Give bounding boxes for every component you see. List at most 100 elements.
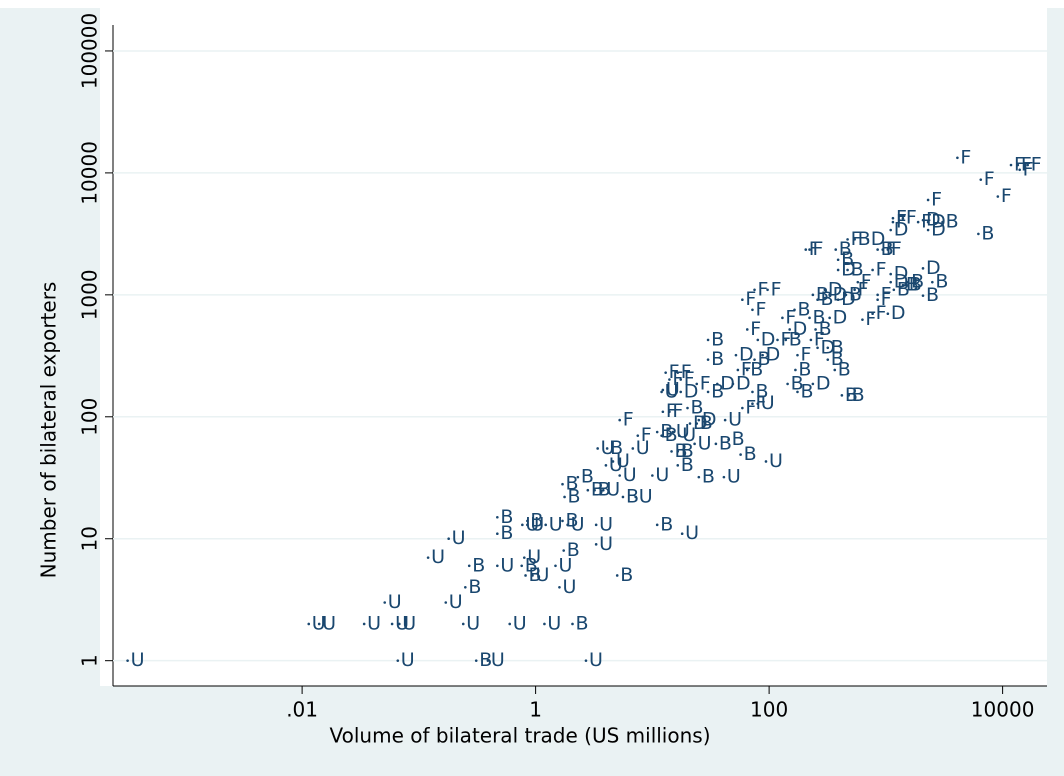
marker-label: B	[702, 466, 715, 488]
point	[846, 238, 849, 241]
marker-label: B	[906, 274, 919, 296]
point	[486, 659, 490, 662]
point	[398, 622, 401, 626]
point	[916, 220, 920, 224]
point	[636, 434, 640, 437]
point	[722, 475, 726, 479]
point	[756, 402, 760, 406]
point	[695, 382, 699, 386]
point	[561, 519, 564, 523]
point	[596, 447, 599, 450]
marker-label: D	[926, 257, 941, 279]
point	[753, 358, 756, 361]
point	[996, 195, 1000, 198]
marker-label: B	[798, 298, 811, 320]
point	[474, 659, 478, 662]
point	[668, 378, 671, 381]
marker-label: B	[468, 576, 481, 598]
point	[844, 293, 848, 297]
point	[307, 622, 311, 626]
point	[892, 288, 896, 292]
point	[741, 406, 744, 410]
point	[688, 422, 692, 425]
point	[876, 298, 879, 302]
point	[571, 622, 574, 626]
marker-label: D	[793, 318, 808, 340]
marker-label: B	[472, 554, 485, 576]
point	[584, 659, 588, 662]
point	[853, 288, 856, 292]
marker-label: F	[851, 228, 862, 250]
point	[891, 216, 895, 220]
marker-label: U	[549, 513, 563, 535]
marker-label: U	[452, 527, 466, 549]
marker-label: D	[693, 412, 708, 434]
point	[655, 430, 659, 434]
point	[464, 585, 467, 589]
point	[866, 238, 870, 241]
marker-label: B	[858, 228, 871, 250]
marker-label: U	[636, 437, 650, 459]
marker-label: F	[672, 368, 683, 390]
point	[764, 460, 768, 463]
marker-label: B	[591, 479, 604, 501]
point	[1018, 168, 1021, 172]
point	[660, 434, 663, 437]
point	[697, 475, 701, 479]
point	[126, 659, 129, 662]
y-tick-label: 10	[78, 526, 102, 551]
marker-label: U	[655, 464, 669, 486]
marker-label: B	[839, 238, 852, 260]
point	[816, 298, 819, 302]
marker-label: D	[761, 328, 776, 350]
marker-label: F	[800, 344, 811, 366]
marker-label: F	[876, 258, 887, 280]
marker-label: D	[766, 344, 781, 366]
marker-label: B	[798, 358, 811, 380]
point	[496, 564, 499, 568]
marker-label: B	[909, 274, 922, 296]
marker-label: B	[500, 522, 513, 544]
point	[853, 238, 856, 241]
point	[576, 475, 580, 479]
marker-label: B	[981, 222, 994, 244]
marker-label: B	[566, 509, 579, 531]
point	[809, 338, 813, 342]
marker-label: B	[821, 288, 834, 310]
point	[834, 248, 838, 251]
marker-label: F	[781, 328, 792, 350]
point	[531, 574, 534, 577]
point	[889, 272, 892, 276]
point	[593, 488, 596, 492]
point	[886, 248, 890, 251]
marker-label: F	[906, 207, 917, 229]
point	[766, 288, 769, 292]
point	[594, 523, 598, 527]
marker-label: F	[700, 372, 711, 394]
marker-label: B	[598, 479, 611, 501]
point	[811, 382, 815, 386]
marker-label: B	[755, 380, 768, 402]
marker-label: B	[700, 412, 713, 434]
point	[521, 523, 524, 527]
point	[734, 353, 738, 357]
marker-label: F	[771, 278, 782, 300]
marker-label: D	[736, 372, 751, 394]
marker-label: F	[858, 278, 869, 300]
marker-label: B	[660, 513, 673, 535]
marker-label: F	[785, 306, 796, 328]
marker-label: D	[833, 306, 848, 328]
marker-label: D	[931, 211, 946, 233]
marker-label: B	[789, 328, 802, 350]
point	[668, 410, 671, 414]
marker-label: B	[529, 564, 542, 586]
marker-label: B	[691, 397, 704, 419]
point	[776, 338, 779, 342]
marker-label: B	[791, 372, 804, 394]
point	[586, 488, 590, 492]
point	[921, 294, 925, 297]
point	[697, 418, 701, 422]
point	[444, 601, 448, 604]
point	[889, 228, 892, 232]
point	[796, 390, 799, 394]
